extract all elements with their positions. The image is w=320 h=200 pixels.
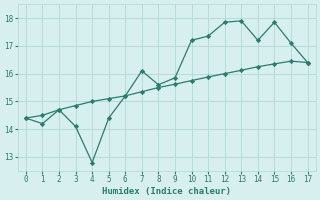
X-axis label: Humidex (Indice chaleur): Humidex (Indice chaleur) (102, 187, 231, 196)
